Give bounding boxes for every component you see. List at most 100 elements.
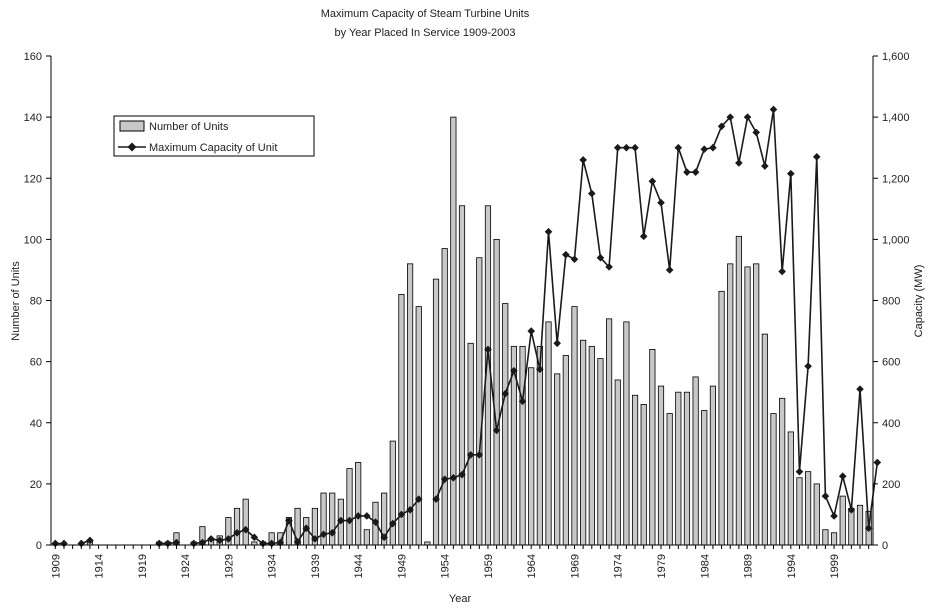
- x-axis-label: Year: [449, 593, 472, 605]
- bar: [623, 321, 630, 546]
- chart-subtitle: by Year Placed In Service 1909-2003: [334, 27, 515, 39]
- x-tick-label: 1959: [483, 554, 495, 578]
- left-tick-label: 80: [30, 296, 42, 308]
- capacity-point: [596, 253, 605, 262]
- bar: [329, 492, 336, 546]
- x-tick-label: 1969: [569, 554, 581, 578]
- x-tick-label: 1954: [440, 554, 452, 578]
- bar: [571, 306, 578, 546]
- capacity-point: [86, 536, 94, 545]
- bar: [346, 468, 353, 546]
- bar: [476, 257, 483, 546]
- capacity-point: [406, 506, 414, 514]
- bar: [580, 339, 587, 546]
- capacity-point: [536, 365, 544, 374]
- capacity-point: [380, 533, 388, 542]
- capacity-line-segment: [435, 109, 879, 529]
- right-tick-label: 400: [882, 418, 900, 430]
- bar: [692, 376, 699, 546]
- capacity-point: [752, 128, 760, 137]
- bar: [657, 385, 665, 546]
- x-tick-label: 1934: [267, 554, 279, 578]
- right-tick-label: 200: [882, 479, 900, 491]
- capacity-point: [795, 467, 804, 476]
- left-tick-label: 0: [36, 540, 42, 552]
- capacity-point: [700, 145, 709, 154]
- capacity-point: [302, 524, 311, 532]
- bar: [415, 306, 422, 546]
- x-tick-label: 1974: [613, 554, 625, 578]
- capacity-point: [761, 162, 769, 170]
- capacity-point: [821, 492, 830, 500]
- bar: [441, 248, 448, 546]
- capacity-point: [665, 266, 674, 274]
- right-tick-label: 1,200: [882, 173, 910, 185]
- capacity-point: [475, 451, 484, 459]
- x-tick-label: 1979: [656, 554, 668, 578]
- bar: [554, 373, 561, 546]
- capacity-point: [778, 267, 786, 276]
- bar: [839, 495, 846, 546]
- bar: [614, 379, 621, 546]
- capacity-point: [414, 495, 423, 503]
- capacity-point: [276, 538, 285, 547]
- capacity-point: [224, 535, 233, 543]
- capacity-point: [847, 506, 856, 514]
- y-axis-label-right: Capacity (MW): [913, 265, 925, 338]
- capacity-point: [250, 533, 259, 542]
- capacity-point: [293, 538, 302, 546]
- capacity-point: [215, 536, 224, 545]
- bar: [683, 391, 691, 546]
- capacity-point: [510, 366, 518, 375]
- x-tick-label: 1999: [829, 554, 841, 578]
- capacity-point: [613, 143, 622, 152]
- bar: [666, 413, 673, 546]
- capacity-point: [691, 168, 700, 176]
- x-tick-label: 1914: [94, 554, 106, 578]
- bar: [675, 391, 682, 546]
- bar: [770, 413, 777, 546]
- capacity-point: [587, 189, 596, 198]
- capacity-point: [363, 512, 371, 520]
- capacity-point: [388, 519, 397, 528]
- bar: [458, 205, 466, 546]
- bar: [727, 263, 734, 546]
- capacity-point: [639, 232, 648, 241]
- bar: [502, 303, 509, 546]
- chart-title: Maximum Capacity of Steam Turbine Units: [321, 8, 530, 20]
- bar: [562, 355, 569, 546]
- capacity-point: [501, 389, 510, 398]
- capacity-point: [544, 227, 553, 236]
- capacity-point: [622, 143, 631, 152]
- right-tick-label: 600: [882, 357, 900, 369]
- bar: [406, 263, 414, 546]
- capacity-point: [648, 177, 657, 186]
- x-tick-label: 1909: [50, 554, 62, 578]
- bar: [779, 397, 786, 546]
- bar: [796, 477, 803, 546]
- bar: [363, 529, 370, 546]
- left-tick-label: 60: [30, 357, 42, 369]
- capacity-point: [787, 169, 795, 178]
- bar: [640, 404, 647, 546]
- capacity-point: [657, 198, 665, 207]
- right-tick-label: 1,400: [882, 112, 910, 124]
- bar: [528, 367, 535, 546]
- capacity-point: [631, 143, 639, 152]
- left-tick-label: 140: [24, 112, 42, 124]
- capacity-point: [484, 345, 492, 354]
- capacity-point: [864, 524, 873, 532]
- bar: [744, 266, 751, 546]
- right-tick-label: 0: [882, 540, 888, 552]
- bar: [718, 290, 725, 546]
- capacity-point: [518, 397, 527, 406]
- bar: [355, 462, 362, 546]
- capacity-point: [769, 105, 778, 114]
- capacity-point: [337, 516, 345, 525]
- capacity-point: [440, 475, 449, 484]
- capacity-point: [371, 518, 380, 526]
- bar: [709, 385, 716, 546]
- bar: [649, 348, 656, 546]
- bar: [787, 431, 794, 546]
